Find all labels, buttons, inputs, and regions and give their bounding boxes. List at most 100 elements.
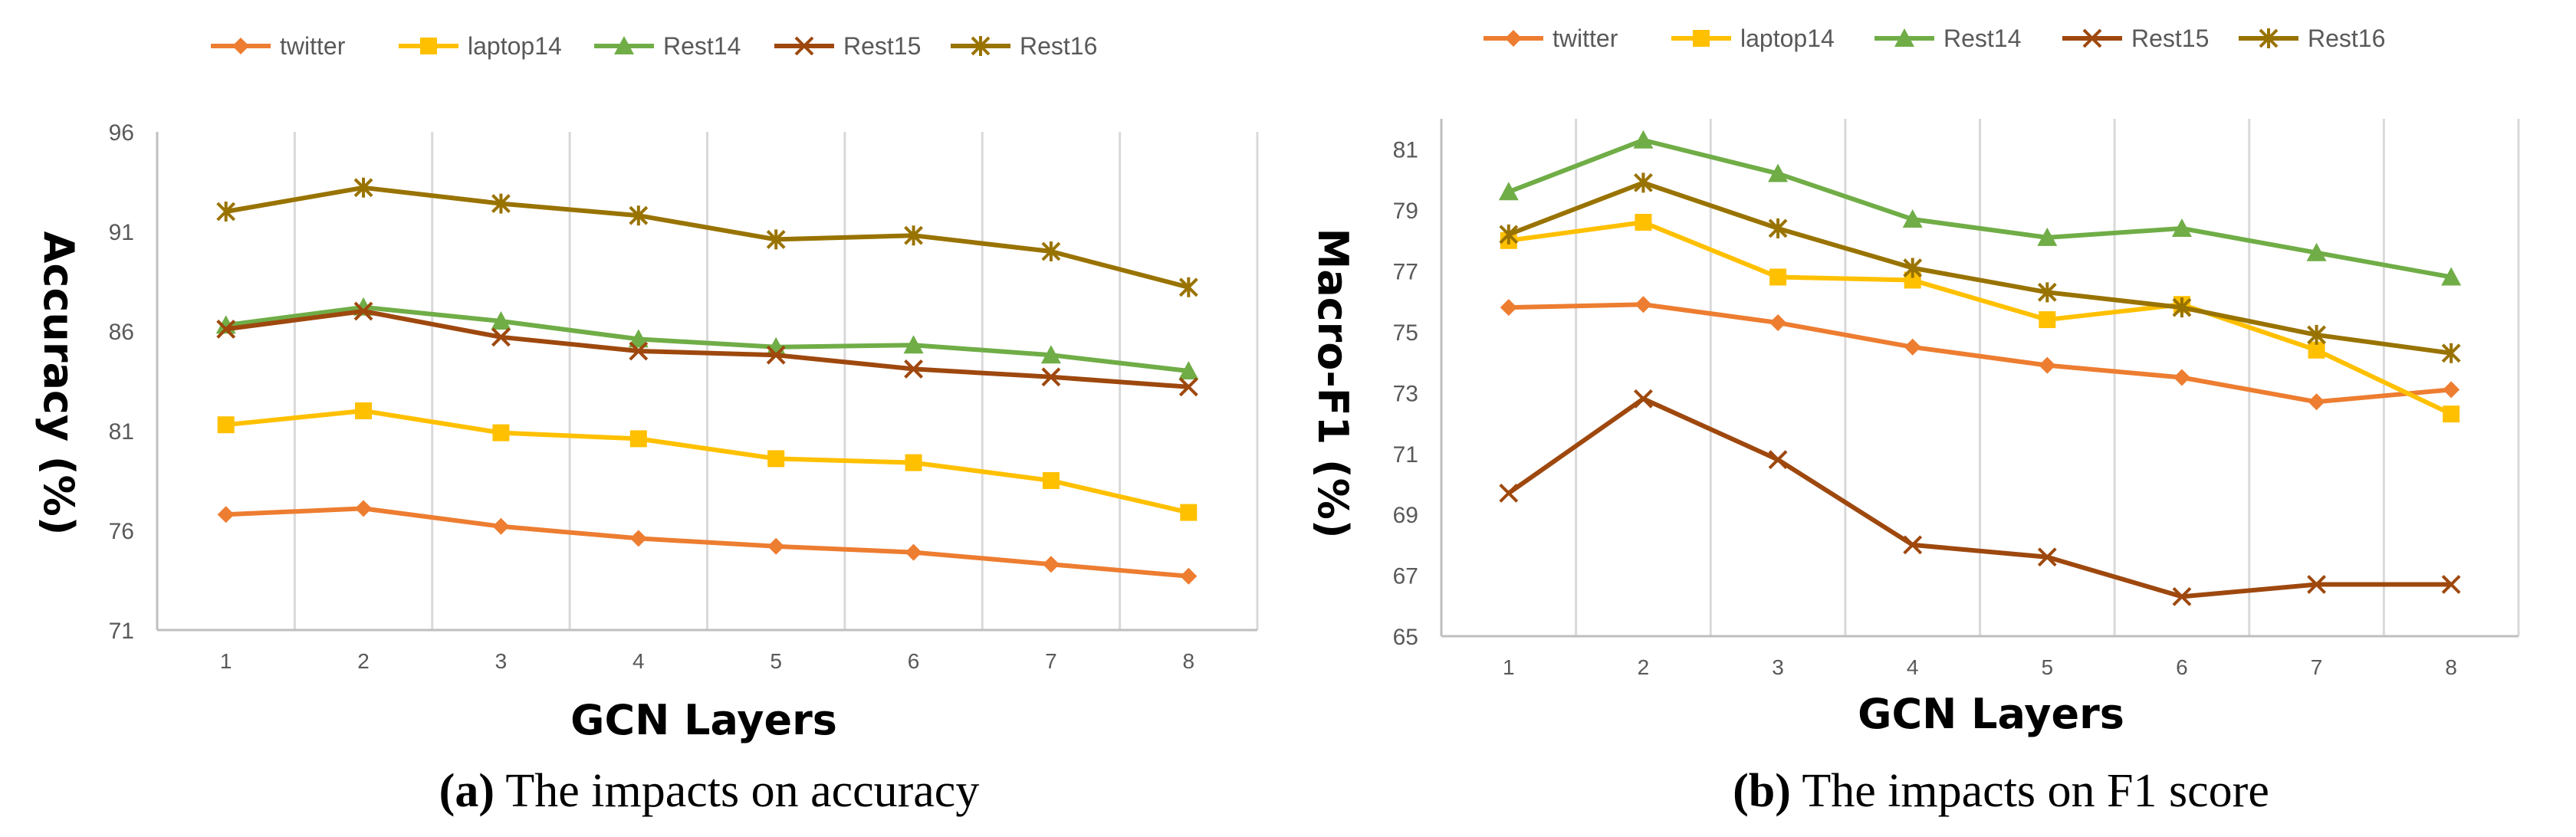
data-point	[1768, 450, 1788, 470]
series-twitter	[217, 500, 1198, 585]
legend-marker	[1505, 30, 1522, 47]
data-point	[2037, 282, 2057, 303]
data-point	[1904, 271, 1921, 289]
legend-accuracy: twitter laptop14 Rest14 Rest15 Rest16	[211, 32, 1097, 60]
data-point	[491, 193, 511, 214]
data-point	[217, 416, 235, 434]
y-tick-label: 96	[109, 120, 134, 146]
y-tick-label: 71	[1393, 442, 1418, 468]
data-point	[905, 543, 922, 561]
data-point	[1633, 130, 1654, 149]
legend-label: Rest16	[2308, 25, 2385, 52]
x-tick-label: 6	[2176, 655, 2188, 679]
legend-marker	[2259, 28, 2279, 48]
series-rest16	[1499, 172, 2461, 363]
x-tick-label: 4	[1907, 655, 1919, 679]
legend-item-rest14: Rest14	[1875, 25, 2021, 52]
data-point	[2172, 586, 2192, 606]
x-axis-title-f1: GCN Layers	[1858, 690, 2124, 738]
data-point	[2306, 242, 2327, 261]
data-point	[766, 229, 786, 250]
x-tick-label: 8	[1183, 649, 1195, 673]
data-point	[1634, 172, 1653, 193]
data-point	[1178, 277, 1198, 297]
legend-label: Rest15	[843, 32, 921, 60]
data-point	[1769, 314, 1787, 332]
data-point	[2039, 311, 2056, 329]
legend-item-laptop14: laptop14	[1671, 25, 1835, 52]
y-tick-label: 73	[1393, 381, 1418, 406]
caption-f1-text: The impacts on F1 score	[1791, 765, 2269, 817]
caption-f1-label: (b)	[1733, 765, 1791, 817]
panel-f1: twitter laptop14 Rest14 Rest15 Rest16 656769…	[1309, 25, 2520, 817]
panel-accuracy: twitter laptop14 Rest14 Rest15 Rest16 717681…	[34, 32, 1259, 817]
data-point	[217, 506, 235, 524]
data-point	[2171, 218, 2192, 237]
data-point	[2173, 369, 2190, 386]
legend-label: Rest14	[1944, 25, 2021, 52]
y-tick-label: 65	[1393, 625, 1418, 650]
legend-marker	[794, 36, 814, 56]
data-point	[353, 301, 373, 321]
x-tick-label: 4	[632, 649, 645, 673]
y-tick-label: 76	[109, 519, 134, 544]
series-rest15	[216, 301, 1198, 397]
data-point	[2307, 575, 2326, 594]
data-point	[2443, 405, 2460, 423]
y-tick-label: 71	[109, 619, 134, 644]
x-tick-label: 2	[357, 649, 370, 673]
x-tick-label: 3	[1772, 655, 1784, 679]
series-rest14	[1498, 130, 2462, 286]
y-tick-label: 77	[1393, 260, 1418, 285]
data-point	[1180, 504, 1198, 521]
data-point	[2037, 227, 2058, 246]
data-point	[2441, 343, 2461, 363]
data-point	[629, 430, 647, 448]
series-line	[225, 304, 1189, 373]
legend-item-rest15: Rest15	[2062, 25, 2209, 52]
x-axis-title-accuracy: GCN Layers	[570, 696, 837, 744]
data-point	[1635, 214, 1652, 231]
legend-item-twitter: twitter	[211, 32, 346, 60]
data-point	[355, 500, 373, 517]
legend-item-rest14: Rest14	[594, 32, 741, 60]
data-point	[1042, 556, 1060, 573]
y-axis-title-accuracy: Accuracy (%)	[34, 231, 83, 536]
data-point	[629, 341, 649, 361]
y-tick-label: 81	[1393, 138, 1418, 163]
legend-item-rest15: Rest15	[774, 32, 921, 60]
data-point	[492, 517, 510, 535]
data-point	[1768, 218, 1788, 238]
legend-marker	[232, 38, 249, 54]
data-point	[2307, 324, 2326, 345]
series-line	[225, 506, 1189, 579]
data-point	[1498, 182, 1519, 201]
x-tick-label: 8	[2445, 655, 2457, 679]
data-point	[1769, 268, 1787, 286]
y-tick-label: 75	[1393, 320, 1418, 346]
legend-item-rest16: Rest16	[2239, 25, 2385, 52]
data-point	[355, 402, 373, 419]
data-point	[1634, 389, 1653, 409]
data-point	[1902, 209, 1923, 228]
data-point	[2039, 356, 2056, 374]
data-point	[1903, 535, 1923, 555]
data-point	[1903, 258, 1923, 278]
data-point	[629, 205, 649, 226]
y-tick-label: 86	[109, 320, 134, 345]
legend-item-rest16: Rest16	[951, 32, 1097, 60]
data-point	[2308, 341, 2325, 359]
data-point	[767, 450, 785, 468]
caption-accuracy: (a) The impacts on accuracy	[439, 765, 980, 817]
data-point	[1178, 377, 1198, 397]
data-point	[216, 202, 236, 222]
legend-marker	[2082, 28, 2102, 48]
series-line	[1507, 180, 2452, 356]
x-tick-label: 2	[1638, 655, 1650, 679]
y-axis-title-f1: Macro-F1 (%)	[1309, 228, 1357, 538]
legend-item-twitter: twitter	[1484, 25, 1618, 52]
legend-label: Rest16	[1020, 32, 1097, 60]
data-point	[492, 424, 510, 441]
legend-item-laptop14: laptop14	[399, 32, 562, 60]
